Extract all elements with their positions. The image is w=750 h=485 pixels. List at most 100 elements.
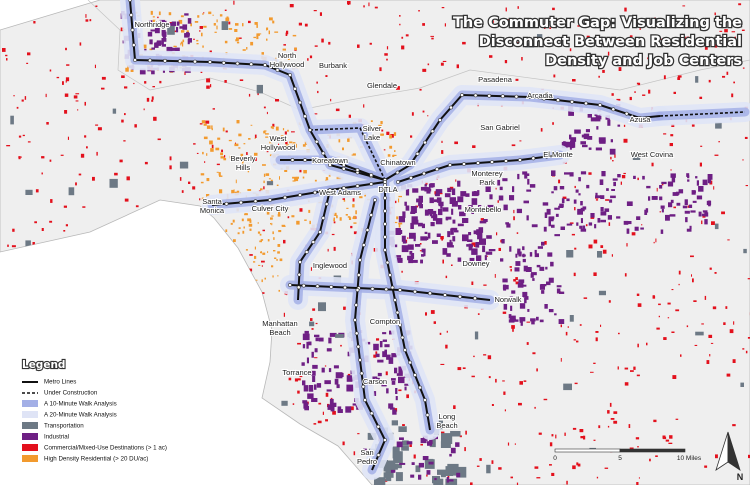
industrial — [161, 44, 166, 47]
industrial — [477, 232, 483, 239]
industrial — [457, 180, 461, 187]
residential — [302, 176, 305, 179]
station — [224, 201, 229, 206]
commercial — [11, 245, 16, 248]
station — [148, 58, 152, 63]
commercial — [228, 21, 231, 25]
industrial — [429, 209, 432, 217]
industrial — [659, 196, 663, 201]
commercial — [45, 93, 47, 98]
residential — [236, 37, 240, 40]
commercial — [495, 187, 497, 190]
industrial — [466, 244, 469, 247]
station — [423, 398, 427, 402]
commercial — [200, 71, 203, 73]
industrial — [596, 126, 599, 130]
industrial — [303, 400, 307, 408]
residential — [270, 126, 273, 129]
commercial — [64, 93, 69, 97]
residential — [353, 215, 356, 220]
commercial — [519, 140, 522, 142]
residential — [263, 146, 267, 148]
transportation — [374, 477, 381, 485]
commercial — [212, 108, 215, 110]
commercial — [588, 244, 593, 249]
industrial — [599, 113, 602, 120]
commercial — [635, 437, 640, 440]
station — [393, 298, 397, 302]
commercial — [573, 272, 576, 277]
commercial — [444, 23, 446, 27]
commercial — [385, 371, 388, 376]
industrial — [707, 174, 713, 180]
industrial — [526, 189, 532, 192]
commercial — [333, 246, 336, 251]
commercial — [667, 302, 671, 305]
residential — [291, 215, 295, 218]
residential — [287, 57, 290, 60]
commercial — [513, 216, 515, 221]
industrial — [577, 208, 583, 215]
industrial — [363, 448, 367, 455]
industrial — [498, 195, 504, 201]
industrial — [660, 205, 665, 209]
industrial — [377, 372, 382, 377]
industrial — [327, 404, 332, 410]
industrial — [330, 406, 335, 412]
commercial — [375, 351, 378, 356]
transportation — [563, 383, 572, 391]
commercial — [233, 0, 235, 5]
industrial — [645, 208, 649, 213]
commercial — [682, 5, 686, 7]
commercial — [304, 23, 308, 27]
industrial — [321, 367, 325, 373]
industrial — [445, 217, 449, 221]
commercial — [742, 348, 745, 350]
industrial — [345, 406, 352, 413]
station — [303, 114, 307, 119]
commercial — [574, 382, 578, 385]
commercial — [510, 268, 512, 272]
commercial — [12, 228, 15, 232]
commercial — [77, 109, 79, 111]
industrial — [625, 221, 632, 225]
commercial — [62, 81, 64, 85]
commercial — [507, 442, 510, 446]
commercial — [441, 150, 444, 154]
commercial — [719, 36, 723, 41]
industrial — [696, 195, 703, 200]
industrial — [617, 174, 621, 178]
commercial — [446, 330, 448, 333]
commercial — [41, 172, 43, 175]
commercial — [188, 181, 191, 184]
commercial — [718, 60, 723, 63]
industrial — [375, 353, 380, 358]
industrial — [678, 189, 684, 194]
commercial — [641, 21, 643, 25]
commercial — [324, 365, 327, 367]
residential — [266, 38, 268, 41]
commercial — [518, 402, 522, 406]
industrial — [395, 228, 401, 235]
commercial — [713, 186, 715, 190]
residential — [245, 249, 248, 251]
station — [298, 193, 302, 197]
industrial — [438, 201, 444, 207]
commercial — [376, 338, 380, 341]
transportation — [450, 431, 461, 437]
industrial — [302, 333, 310, 341]
industrial — [521, 254, 526, 257]
residential — [257, 231, 261, 234]
commercial — [353, 451, 356, 456]
residential — [278, 211, 281, 216]
commercial — [534, 406, 536, 409]
commercial — [473, 355, 475, 358]
commercial — [451, 264, 453, 266]
commercial — [144, 81, 147, 84]
residential — [387, 154, 391, 157]
station — [290, 158, 295, 162]
industrial — [588, 222, 593, 226]
industrial — [418, 195, 423, 203]
station — [296, 285, 301, 290]
